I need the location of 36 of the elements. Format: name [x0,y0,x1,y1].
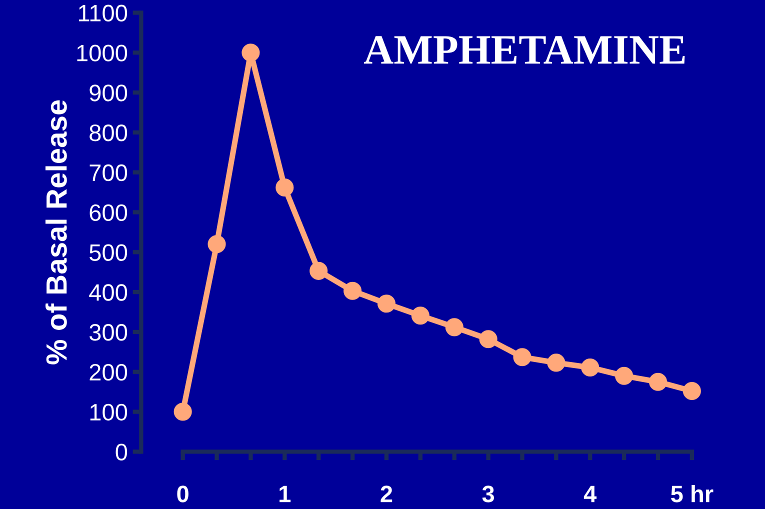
y-tick-label: 300 [89,324,128,341]
y-axis-title: % of Basal Release [45,100,67,364]
y-tick-label: 1000 [77,44,128,62]
y-tick-label: 200 [90,364,128,381]
y-tick-label: 1100 [78,4,128,22]
y-tick-label: 900 [90,84,128,102]
y-tick-label: 100 [90,404,128,421]
point [615,366,634,385]
y-tick-label: 600 [90,204,128,222]
point [276,178,294,197]
y-tick-label: 0 [116,444,128,460]
x-tick-label: 4 [584,486,597,502]
point [242,44,260,62]
point [682,382,701,400]
x-tick-label: 0 [177,486,188,502]
chart-title: AMPHETAMINE [364,36,685,64]
point [377,294,396,313]
x-tick-label: 1 [280,486,291,502]
point [648,372,668,391]
y-tick-label: 700 [90,164,128,182]
point [174,402,192,421]
point [310,262,328,280]
point [445,318,464,336]
y-tick-label: 500 [90,244,128,261]
point [547,354,566,372]
point [479,330,498,348]
y-tick-label: 400 [89,284,128,301]
point [581,358,600,377]
y-tick-label: 800 [90,124,128,142]
x-tick-label: 3 [482,486,494,502]
x-tick-label: 2 [380,486,392,502]
point [344,282,362,300]
point [208,235,226,254]
point [411,306,430,325]
point [513,348,532,366]
x-tick-label: 5 hr [671,485,714,502]
